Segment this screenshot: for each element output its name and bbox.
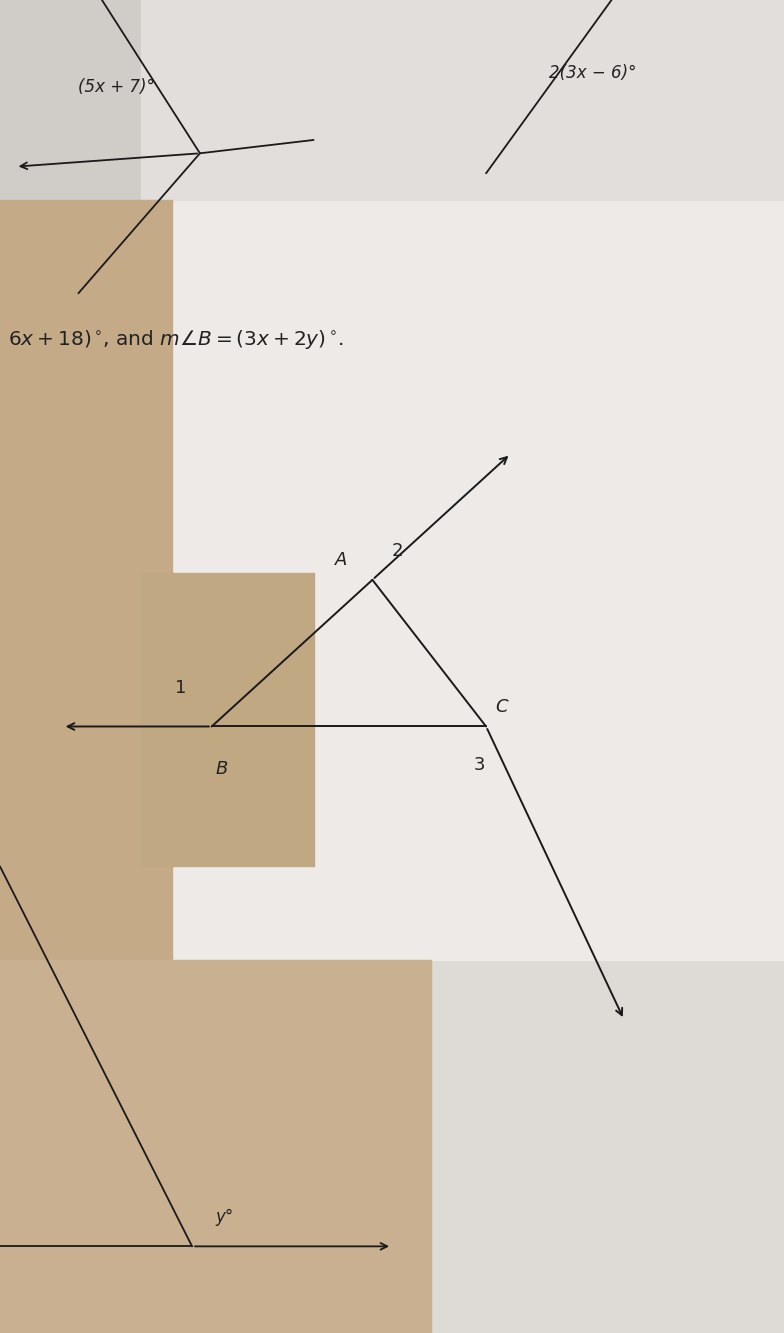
Text: 2: 2	[392, 541, 404, 560]
Bar	[0, 200, 172, 1333]
Bar	[0, 0, 784, 200]
Text: C: C	[495, 697, 508, 716]
Bar	[141, 573, 314, 866]
Text: y°: y°	[216, 1208, 234, 1226]
Text: (5x + 7)°: (5x + 7)°	[78, 77, 155, 96]
Text: 3: 3	[474, 756, 485, 774]
Bar	[141, 200, 784, 960]
Bar	[0, 960, 431, 1333]
Text: $6x + 18)^\circ\!$, and $m\angle B = (3x + 2y)^\circ\!.$: $6x + 18)^\circ\!$, and $m\angle B = (3x…	[8, 328, 343, 352]
Text: A: A	[335, 551, 347, 569]
Text: 2(3x − 6)°: 2(3x − 6)°	[549, 64, 637, 83]
Text: 1: 1	[175, 678, 186, 697]
Bar	[141, 0, 784, 200]
Text: B: B	[216, 760, 228, 778]
